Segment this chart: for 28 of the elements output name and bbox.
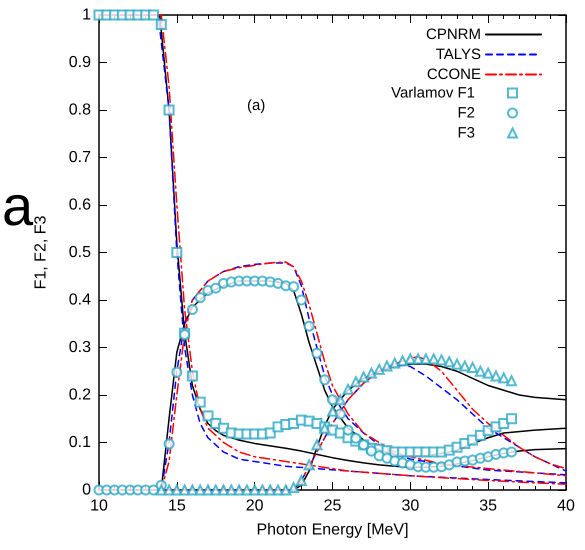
y-tick-label: 0 bbox=[82, 482, 92, 498]
y-tick-label: 0.8 bbox=[68, 102, 92, 118]
y-tick-label: 0.7 bbox=[68, 149, 92, 166]
y-tick-label: 0.5 bbox=[68, 244, 92, 261]
x-tick-label: 30 bbox=[401, 498, 420, 514]
annotation: (a) bbox=[247, 97, 266, 114]
x-tick-label: 20 bbox=[246, 498, 264, 514]
y-tick-label: 0.9 bbox=[68, 54, 92, 71]
y-tick-label: 1 bbox=[82, 6, 92, 24]
x-tick-label: 25 bbox=[324, 498, 342, 514]
y-tick-label: 0.3 bbox=[68, 339, 92, 356]
text: a bbox=[2, 174, 34, 237]
legend-label: TALYS bbox=[436, 46, 481, 63]
legend-label: F2 bbox=[457, 104, 475, 122]
legend-label: CPNRM bbox=[426, 26, 481, 43]
legend-label: Varlamov F1 bbox=[391, 84, 475, 102]
x-tick-label: 35 bbox=[479, 498, 498, 514]
y-axis-title: F1, F2, F3 bbox=[32, 216, 50, 290]
y-tick-label: 0.1 bbox=[68, 434, 92, 451]
y-tick-label: 0.4 bbox=[68, 292, 92, 308]
y-tick-label: 0.2 bbox=[68, 386, 92, 404]
x-tick-label: 40 bbox=[557, 498, 575, 514]
x-tick-label: 15 bbox=[168, 498, 186, 514]
legend-label: F3 bbox=[457, 124, 475, 142]
legend-label: CCONE bbox=[426, 66, 481, 83]
y-tick-label: 0.6 bbox=[68, 196, 92, 214]
x-tick-label: 10 bbox=[90, 498, 108, 514]
x-axis-title: Photon Energy [MeV] bbox=[256, 522, 409, 538]
